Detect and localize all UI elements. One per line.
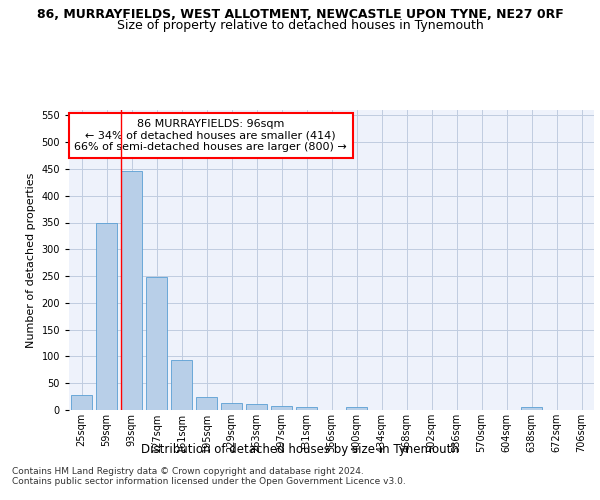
Bar [71, 395, 92, 410]
Y-axis label: Number of detached properties: Number of detached properties [26, 172, 36, 348]
Bar [146, 277, 167, 410]
Bar [346, 407, 367, 410]
Bar [521, 408, 542, 410]
Bar [171, 360, 192, 410]
Bar [271, 406, 292, 410]
Text: Distribution of detached houses by size in Tynemouth: Distribution of detached houses by size … [141, 442, 459, 456]
Text: Size of property relative to detached houses in Tynemouth: Size of property relative to detached ho… [116, 19, 484, 32]
Text: Contains public sector information licensed under the Open Government Licence v3: Contains public sector information licen… [12, 477, 406, 486]
Bar [121, 170, 142, 410]
Bar [96, 222, 117, 410]
Bar [196, 396, 217, 410]
Text: Contains HM Land Registry data © Crown copyright and database right 2024.: Contains HM Land Registry data © Crown c… [12, 467, 364, 476]
Bar [296, 407, 317, 410]
Bar [221, 402, 242, 410]
Text: 86, MURRAYFIELDS, WEST ALLOTMENT, NEWCASTLE UPON TYNE, NE27 0RF: 86, MURRAYFIELDS, WEST ALLOTMENT, NEWCAS… [37, 8, 563, 20]
Text: 86 MURRAYFIELDS: 96sqm
← 34% of detached houses are smaller (414)
66% of semi-de: 86 MURRAYFIELDS: 96sqm ← 34% of detached… [74, 119, 347, 152]
Bar [246, 404, 267, 410]
